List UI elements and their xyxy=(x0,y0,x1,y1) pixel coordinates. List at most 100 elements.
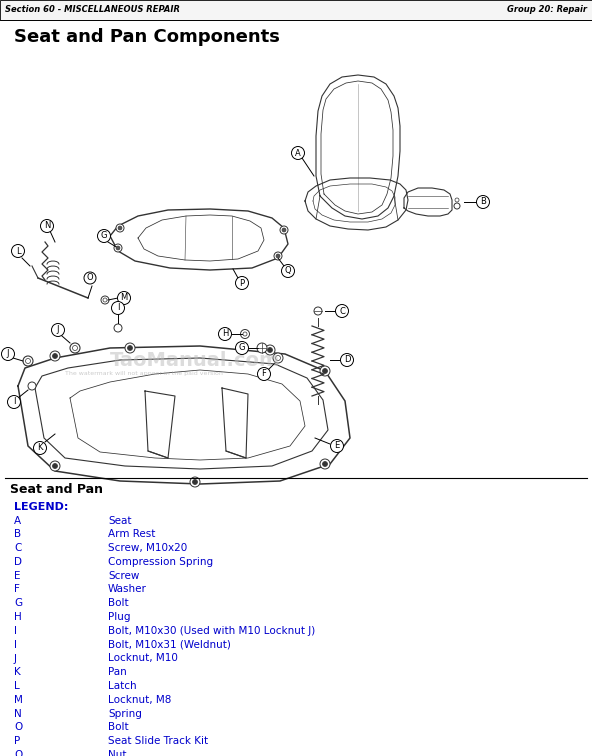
Circle shape xyxy=(291,147,304,160)
Circle shape xyxy=(25,358,31,364)
Circle shape xyxy=(258,367,271,380)
Circle shape xyxy=(265,345,275,355)
Text: Bolt, M10x30 (Used with M10 Locknut J): Bolt, M10x30 (Used with M10 Locknut J) xyxy=(108,626,316,636)
Circle shape xyxy=(50,461,60,471)
Text: P: P xyxy=(14,736,20,746)
Circle shape xyxy=(236,277,249,290)
Circle shape xyxy=(314,307,322,315)
Text: Bolt: Bolt xyxy=(108,598,128,609)
Circle shape xyxy=(50,351,60,361)
Circle shape xyxy=(117,292,130,305)
Text: Washer: Washer xyxy=(108,584,147,594)
Text: O: O xyxy=(14,723,22,733)
Text: LEGEND:: LEGEND: xyxy=(14,502,68,512)
Circle shape xyxy=(336,305,349,318)
Text: C: C xyxy=(14,543,21,553)
Circle shape xyxy=(218,327,231,340)
Text: D: D xyxy=(14,557,22,567)
Text: K: K xyxy=(14,668,21,677)
Circle shape xyxy=(268,348,272,352)
Text: Screw, M10x20: Screw, M10x20 xyxy=(108,543,187,553)
Text: Pan: Pan xyxy=(108,668,127,677)
Circle shape xyxy=(23,356,33,366)
Circle shape xyxy=(454,203,460,209)
Circle shape xyxy=(72,345,78,351)
Text: E: E xyxy=(334,442,340,451)
Circle shape xyxy=(118,226,122,230)
Text: Seat and Pan: Seat and Pan xyxy=(10,483,103,496)
Text: Plug: Plug xyxy=(108,612,130,622)
Text: J: J xyxy=(57,326,59,334)
Text: Section 60 - MISCELLANEOUS REPAIR: Section 60 - MISCELLANEOUS REPAIR xyxy=(5,5,180,14)
Circle shape xyxy=(84,272,96,284)
Circle shape xyxy=(116,224,124,232)
Text: Arm Rest: Arm Rest xyxy=(108,529,155,539)
Text: TaoManual.com: TaoManual.com xyxy=(110,352,280,370)
Text: M: M xyxy=(120,293,128,302)
Text: K: K xyxy=(37,444,43,453)
Circle shape xyxy=(52,324,65,336)
Text: H: H xyxy=(222,330,228,339)
Circle shape xyxy=(116,246,120,250)
Text: L: L xyxy=(15,246,20,256)
Text: Nut: Nut xyxy=(108,750,127,756)
Circle shape xyxy=(240,330,249,339)
Text: G: G xyxy=(14,598,22,609)
Circle shape xyxy=(455,198,459,202)
Circle shape xyxy=(340,354,353,367)
Text: D: D xyxy=(344,355,350,364)
Text: Compression Spring: Compression Spring xyxy=(108,557,213,567)
Text: Seat: Seat xyxy=(108,516,131,525)
Circle shape xyxy=(34,442,47,454)
Circle shape xyxy=(280,226,288,234)
Text: I: I xyxy=(117,303,119,312)
Text: B: B xyxy=(14,529,21,539)
Text: G: G xyxy=(239,343,245,352)
Text: H: H xyxy=(14,612,22,622)
Circle shape xyxy=(127,345,133,351)
Text: A: A xyxy=(14,516,21,525)
Circle shape xyxy=(274,252,282,260)
Text: N: N xyxy=(44,222,50,231)
Text: E: E xyxy=(14,571,21,581)
Text: P: P xyxy=(239,278,244,287)
Circle shape xyxy=(190,477,200,487)
Text: The watermark will not appear in the paid version: The watermark will not appear in the pai… xyxy=(65,370,223,376)
Circle shape xyxy=(320,366,330,376)
Circle shape xyxy=(114,244,122,252)
Circle shape xyxy=(11,244,24,258)
Text: G: G xyxy=(101,231,107,240)
Text: F: F xyxy=(14,584,20,594)
Circle shape xyxy=(273,353,283,363)
Circle shape xyxy=(53,463,57,469)
Text: J: J xyxy=(14,653,17,664)
Text: Bolt: Bolt xyxy=(108,723,128,733)
Circle shape xyxy=(70,343,80,353)
Circle shape xyxy=(192,479,198,485)
Circle shape xyxy=(323,461,327,466)
Circle shape xyxy=(330,439,343,453)
Text: F: F xyxy=(262,370,266,379)
Circle shape xyxy=(276,254,280,258)
Circle shape xyxy=(257,343,267,353)
Circle shape xyxy=(111,302,124,314)
Text: Screw: Screw xyxy=(108,571,139,581)
Text: N: N xyxy=(14,708,22,719)
Circle shape xyxy=(125,343,135,353)
Text: Latch: Latch xyxy=(108,681,137,691)
Text: Locknut, M10: Locknut, M10 xyxy=(108,653,178,664)
Text: C: C xyxy=(339,306,345,315)
Text: Seat Slide Track Kit: Seat Slide Track Kit xyxy=(108,736,208,746)
Circle shape xyxy=(320,459,330,469)
Text: Seat and Pan Components: Seat and Pan Components xyxy=(14,28,280,46)
Circle shape xyxy=(98,230,111,243)
Text: Locknut, M8: Locknut, M8 xyxy=(108,695,171,705)
Circle shape xyxy=(2,348,14,361)
Circle shape xyxy=(101,296,109,304)
Text: I: I xyxy=(14,640,17,649)
Circle shape xyxy=(8,395,21,408)
Text: Group 20: Repair: Group 20: Repair xyxy=(507,5,587,14)
Text: J: J xyxy=(7,349,9,358)
Text: Q: Q xyxy=(14,750,22,756)
Text: Spring: Spring xyxy=(108,708,142,719)
